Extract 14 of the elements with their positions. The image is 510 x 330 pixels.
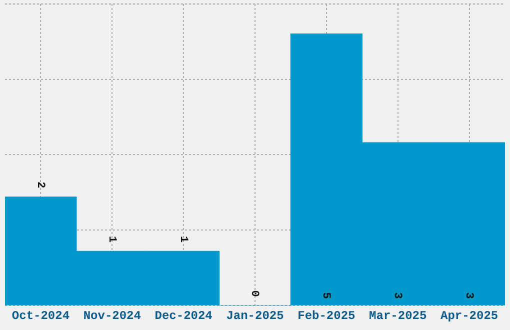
x-tick-label: Feb-2025 xyxy=(298,308,356,323)
x-tick-label: Jan-2025 xyxy=(226,308,284,323)
data-label: 5 xyxy=(320,292,332,300)
x-tick-label: Oct-2024 xyxy=(12,308,70,323)
data-label: 3 xyxy=(462,292,475,300)
data-label: 2 xyxy=(34,182,46,188)
x-tick-label: Mar-2025 xyxy=(369,308,427,323)
data-label: 3 xyxy=(391,292,404,300)
data-label: 0 xyxy=(248,290,260,297)
x-tick-label: Nov-2024 xyxy=(83,308,141,323)
x-tick-label: Dec-2024 xyxy=(154,308,212,323)
data-label: 1 xyxy=(105,236,118,243)
data-label: 1 xyxy=(176,236,189,243)
x-tick-label: Apr-2025 xyxy=(440,308,498,323)
